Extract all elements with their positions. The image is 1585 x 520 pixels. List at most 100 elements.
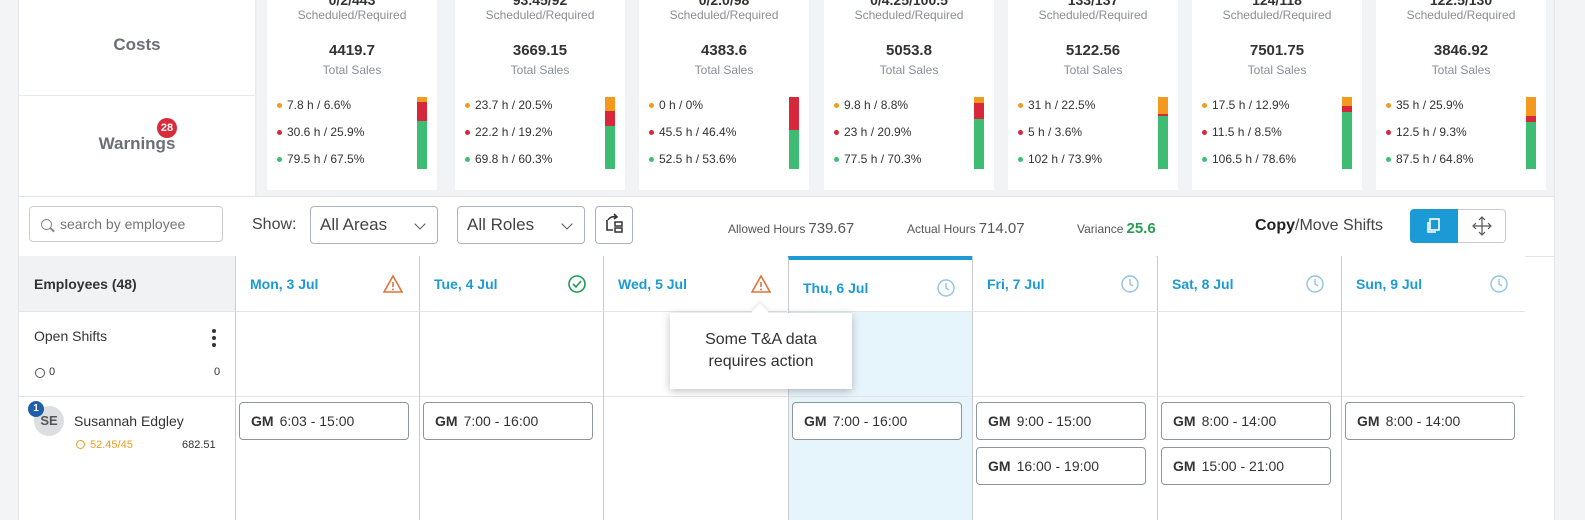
- shift-card[interactable]: GM 8:00 - 14:00: [1161, 402, 1331, 440]
- employee-name: Susannah Edgley: [74, 413, 184, 429]
- open-shift-cell[interactable]: [789, 312, 972, 397]
- clock-icon[interactable]: [1305, 274, 1325, 294]
- day-header[interactable]: Thu, 6 Jul: [788, 256, 972, 312]
- scheduled-value: 0/2.0/98: [698, 0, 750, 8]
- day-column[interactable]: GM 8:00 - 14:00 GM 15:00 - 21:00: [1157, 312, 1341, 520]
- scheduled-label: Scheduled/Required: [1222, 8, 1332, 22]
- roster-app: Costs Warnings 28 0/2/443 Scheduled/Requi…: [18, 0, 1555, 520]
- open-shifts-hours: 0: [49, 366, 56, 378]
- total-sales-label: Total Sales: [1063, 63, 1123, 77]
- move-shifts-button[interactable]: [1458, 209, 1506, 243]
- day-column[interactable]: GM 7:00 - 16:00: [419, 312, 603, 520]
- variance-stat: Variance 25.6: [1077, 220, 1156, 237]
- areas-select-value: All Areas: [320, 215, 388, 234]
- day-label: Wed, 5 Jul: [618, 276, 687, 292]
- open-shift-cell[interactable]: [604, 312, 787, 397]
- warning-icon[interactable]: [750, 274, 772, 294]
- actual-hours-value: 714.07: [978, 220, 1025, 237]
- summary-card: 122.5/130 Scheduled/Required 3846.92 Total …: [1376, 0, 1546, 190]
- roles-select[interactable]: All Roles: [457, 206, 585, 244]
- hours-breakdown-line: 45.5 h / 46.4%: [649, 125, 736, 139]
- day-header[interactable]: Wed, 5 Jul: [603, 256, 787, 312]
- summary-card: 124/118 Scheduled/Required 7501.75 Total Sa…: [1192, 0, 1362, 190]
- open-shift-cell[interactable]: [973, 312, 1156, 397]
- copy-move-label: Copy/Move Shifts: [1255, 217, 1384, 234]
- hours-breakdown-line: 23.7 h / 20.5%: [465, 98, 552, 112]
- shift-card[interactable]: GM 6:03 - 15:00: [239, 402, 409, 440]
- day-header[interactable]: Fri, 7 Jul: [972, 256, 1156, 312]
- hours-breakdown-line: 17.5 h / 12.9%: [1202, 98, 1289, 112]
- hours-breakdown-line: 102 h / 73.9%: [1018, 152, 1102, 166]
- areas-select[interactable]: All Areas: [310, 206, 438, 244]
- day-label: Sun, 9 Jul: [1356, 276, 1423, 292]
- hours-breakdown-line: 31 h / 22.5%: [1018, 98, 1095, 112]
- shift-card[interactable]: GM 15:00 - 21:00: [1161, 447, 1331, 485]
- move-icon: [1472, 216, 1492, 236]
- day-column[interactable]: GM 6:03 - 15:00: [235, 312, 419, 520]
- day-label: Mon, 3 Jul: [250, 276, 319, 292]
- open-shifts-row: Open Shifts 0 0: [19, 313, 235, 397]
- open-shift-cell[interactable]: [236, 312, 419, 397]
- hours-breakdown-line: 106.5 h / 78.6%: [1202, 152, 1296, 166]
- hours-breakdown-bar: [1342, 97, 1352, 169]
- bar-segment: [1158, 113, 1168, 117]
- schedule-grid: Employees (48) Open Shifts 0 0 SE 1 Susa…: [19, 256, 1554, 520]
- total-sales-label: Total Sales: [510, 63, 570, 77]
- day-header[interactable]: Mon, 3 Jul: [235, 256, 419, 312]
- hours-breakdown-line: 11.5 h / 8.5%: [1202, 125, 1282, 139]
- hours-breakdown-bar: [789, 97, 799, 169]
- clock-icon[interactable]: [1120, 274, 1140, 294]
- day-column[interactable]: GM 9:00 - 15:00 GM 16:00 - 19:00: [972, 312, 1156, 520]
- shift-card[interactable]: GM 7:00 - 16:00: [423, 402, 593, 440]
- summary-card: 0/2.0/98 Scheduled/Required 4383.6 Total Sa…: [639, 0, 809, 190]
- total-sales-value: 4419.7: [329, 42, 375, 59]
- more-vertical-icon[interactable]: [212, 329, 216, 347]
- shift-card[interactable]: GM 16:00 - 19:00: [976, 447, 1146, 485]
- hours-breakdown-line: 79.5 h / 67.5%: [277, 152, 364, 166]
- total-sales-value: 3669.15: [512, 42, 568, 59]
- clock-icon: [35, 368, 45, 378]
- scheduled-value: 0/2/443: [328, 0, 376, 8]
- open-shift-cell[interactable]: [1342, 312, 1525, 397]
- bar-segment: [974, 118, 984, 169]
- tooltip: Some T&A data requires action: [670, 313, 852, 389]
- bar-segment: [1526, 122, 1536, 169]
- warnings-label[interactable]: Warnings 28: [19, 96, 255, 196]
- bar-segment: [974, 103, 984, 119]
- open-shifts-label: Open Shifts: [34, 328, 108, 344]
- day-header[interactable]: Sun, 9 Jul: [1341, 256, 1525, 312]
- total-sales-value: 7501.75: [1249, 42, 1305, 59]
- copy-shifts-button[interactable]: [1410, 209, 1458, 243]
- clock-icon[interactable]: [1489, 274, 1509, 294]
- shift-card[interactable]: GM 7:00 - 16:00: [792, 402, 962, 440]
- search-input[interactable]: [29, 206, 223, 242]
- hours-breakdown-line: 23 h / 20.9%: [834, 125, 911, 139]
- day-header[interactable]: Tue, 4 Jul: [419, 256, 603, 312]
- shift-card[interactable]: GM 8:00 - 14:00: [1345, 402, 1515, 440]
- scheduled-label: Scheduled/Required: [485, 8, 595, 22]
- scheduled-label: Scheduled/Required: [1406, 8, 1516, 22]
- open-shift-cell[interactable]: [420, 312, 603, 397]
- day-column[interactable]: [603, 312, 787, 520]
- check-icon[interactable]: [567, 274, 587, 294]
- warning-icon[interactable]: [382, 274, 404, 294]
- hours-breakdown-bar: [417, 97, 427, 169]
- day-column[interactable]: GM 8:00 - 14:00: [1341, 312, 1525, 520]
- open-shift-cell[interactable]: [1158, 312, 1341, 397]
- employee-badge: 1: [28, 401, 44, 417]
- refresh-shifts-button[interactable]: [595, 206, 633, 244]
- employee-row[interactable]: SE 1 Susannah Edgley 52.45/45 682.51: [19, 397, 235, 520]
- bar-segment: [1158, 97, 1168, 114]
- hours-breakdown-line: 12.5 h / 9.3%: [1386, 125, 1467, 139]
- day-label: Fri, 7 Jul: [987, 276, 1045, 292]
- total-sales-value: 4383.6: [701, 42, 747, 59]
- employees-header[interactable]: Employees (48): [19, 256, 235, 312]
- shift-card[interactable]: GM 9:00 - 15:00: [976, 402, 1146, 440]
- hours-breakdown-line: 30.6 h / 25.9%: [277, 125, 364, 139]
- chevron-down-icon: [561, 218, 573, 230]
- hours-breakdown-line: 0 h / 0%: [649, 98, 703, 112]
- hours-breakdown-bar: [1158, 97, 1168, 169]
- clock-icon[interactable]: [936, 278, 956, 298]
- day-header[interactable]: Sat, 8 Jul: [1157, 256, 1341, 312]
- scheduled-value: 124/118: [1252, 0, 1302, 8]
